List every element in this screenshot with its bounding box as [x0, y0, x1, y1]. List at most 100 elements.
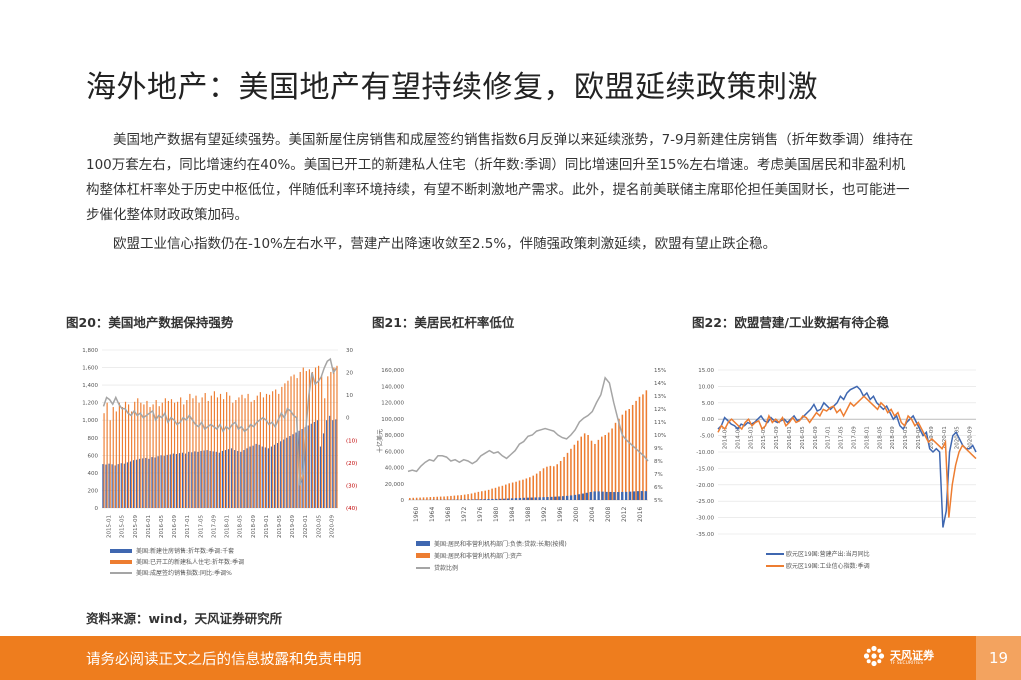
bar-household-assets — [412, 497, 414, 500]
legend-label: 欧元区19国:营建产出:当月同比 — [786, 550, 870, 558]
bar-housing-starts — [170, 399, 173, 508]
line-loan-ratio — [407, 376, 649, 473]
bar-household-assets — [625, 410, 627, 500]
bar-household-assets — [481, 491, 483, 500]
y2-tick-label: 30 — [346, 348, 353, 354]
y-tick-label: 20,000 — [385, 482, 405, 488]
x-tick-label: 2015-05 — [120, 515, 126, 538]
y-tick-label: -35.00 — [696, 532, 714, 538]
bar-new-home-sales — [267, 448, 269, 508]
bar-housing-starts — [210, 395, 212, 508]
bar-household-mortgage — [503, 498, 506, 500]
bar-housing-starts — [259, 392, 261, 508]
bar-new-home-sales — [206, 450, 208, 508]
bar-household-assets — [535, 473, 538, 500]
bar-household-assets — [426, 497, 428, 500]
bar-housing-starts — [272, 391, 274, 508]
bar-household-assets — [422, 497, 425, 500]
bar-housing-starts — [318, 365, 320, 508]
bar-household-assets — [601, 436, 603, 500]
bar-household-assets — [450, 495, 452, 500]
body-text: 美国地产数据有望延续强势。美国新屋住房销售和成屋签约销售指数6月反弹以来延续涨势… — [86, 128, 918, 261]
bar-household-mortgage — [613, 492, 616, 500]
bar-household-assets — [566, 452, 569, 500]
bar-household-assets — [563, 456, 565, 500]
bar-household-assets — [515, 481, 517, 500]
bar-household-mortgage — [573, 494, 577, 500]
bar-housing-starts — [324, 398, 326, 508]
y2-tick-label: 15% — [654, 368, 666, 374]
bar-housing-starts — [321, 376, 323, 508]
bar-housing-starts — [180, 397, 182, 508]
bar-household-mortgage — [479, 499, 482, 500]
x-tick-label: 2016-01 — [787, 426, 793, 449]
bar-household-mortgage — [562, 496, 565, 500]
bar-housing-starts — [134, 401, 136, 508]
bar-household-mortgage — [538, 497, 541, 500]
bar-housing-starts — [311, 371, 314, 508]
bar-housing-starts — [149, 407, 151, 508]
bar-new-home-sales — [151, 457, 153, 508]
bar-household-mortgage — [475, 499, 478, 500]
bar-household-assets — [546, 466, 548, 500]
bar-housing-starts — [330, 371, 332, 508]
bar-new-home-sales — [197, 451, 199, 508]
x-tick-label: 1992 — [541, 507, 548, 522]
bar-new-home-sales — [283, 439, 285, 508]
legend-swatch — [416, 553, 430, 558]
bar-housing-starts — [284, 383, 286, 508]
bar-household-mortgage — [589, 492, 592, 500]
bar-household-mortgage — [495, 498, 498, 500]
chart-title-us-housing: 图20：美国地产数据保持强势 — [66, 315, 234, 330]
bar-new-home-sales — [200, 450, 202, 508]
bar-new-home-sales — [316, 420, 319, 508]
bar-household-mortgage — [514, 498, 518, 500]
y-tick-label: 10.00 — [698, 384, 714, 390]
logo-subtext: TF SECURITIES — [890, 661, 924, 666]
x-tick-label: 2017-05 — [198, 515, 204, 538]
bar-housing-starts — [247, 393, 249, 508]
y-tick-label: 1,400 — [82, 383, 98, 389]
bar-new-home-sales — [307, 425, 309, 508]
bar-housing-starts — [186, 400, 188, 508]
bar-household-mortgage — [621, 491, 624, 500]
legend-label: 美国:已开工的新建私人住宅:折年数:季调 — [136, 558, 244, 566]
bar-new-home-sales — [335, 419, 337, 508]
bar-housing-starts — [137, 398, 139, 508]
bar-household-assets — [494, 487, 497, 500]
y-tick-label: -5.00 — [700, 434, 715, 440]
bar-housing-starts — [140, 402, 142, 508]
x-tick-label: 1960 — [413, 507, 420, 522]
bar-new-home-sales — [108, 463, 110, 508]
bar-new-home-sales — [166, 454, 168, 508]
bar-housing-starts — [244, 398, 246, 508]
footer-disclaimer: 请务必阅读正文之后的信息披露和免责申明 — [86, 652, 362, 668]
x-tick-label: 2015-09 — [133, 515, 139, 538]
bar-new-home-sales — [105, 464, 107, 508]
y2-tick-label: 8% — [654, 459, 663, 465]
bar-household-assets — [457, 495, 459, 500]
bar-new-home-sales — [292, 434, 294, 508]
x-tick-label: 2017-09 — [851, 426, 857, 449]
x-tick-label: 1996 — [557, 507, 564, 522]
bar-new-home-sales — [246, 448, 248, 508]
bar-housing-starts — [281, 386, 283, 508]
bar-new-home-sales — [163, 455, 165, 508]
bar-household-assets — [511, 482, 514, 500]
x-tick-label: 2016-09 — [813, 426, 819, 449]
bar-household-mortgage — [522, 497, 526, 500]
y2-tick-label: 10% — [654, 433, 666, 439]
bar-new-home-sales — [277, 443, 279, 508]
bar-new-home-sales — [139, 458, 141, 508]
company-logo: 天风证券 TF SECURITIES — [862, 644, 972, 672]
y-tick-label: 400 — [88, 471, 99, 477]
line-pending-home-sales-yoy — [102, 357, 338, 486]
y2-tick-label: 10 — [346, 393, 353, 399]
bar-housing-starts — [183, 404, 185, 508]
y-tick-label: 80,000 — [385, 433, 405, 439]
bar-new-home-sales — [310, 423, 312, 508]
y-tick-label: -15.00 — [696, 466, 714, 472]
bar-new-home-sales — [258, 444, 260, 508]
x-tick-label: 1976 — [477, 507, 484, 522]
bar-housing-starts — [229, 395, 231, 508]
